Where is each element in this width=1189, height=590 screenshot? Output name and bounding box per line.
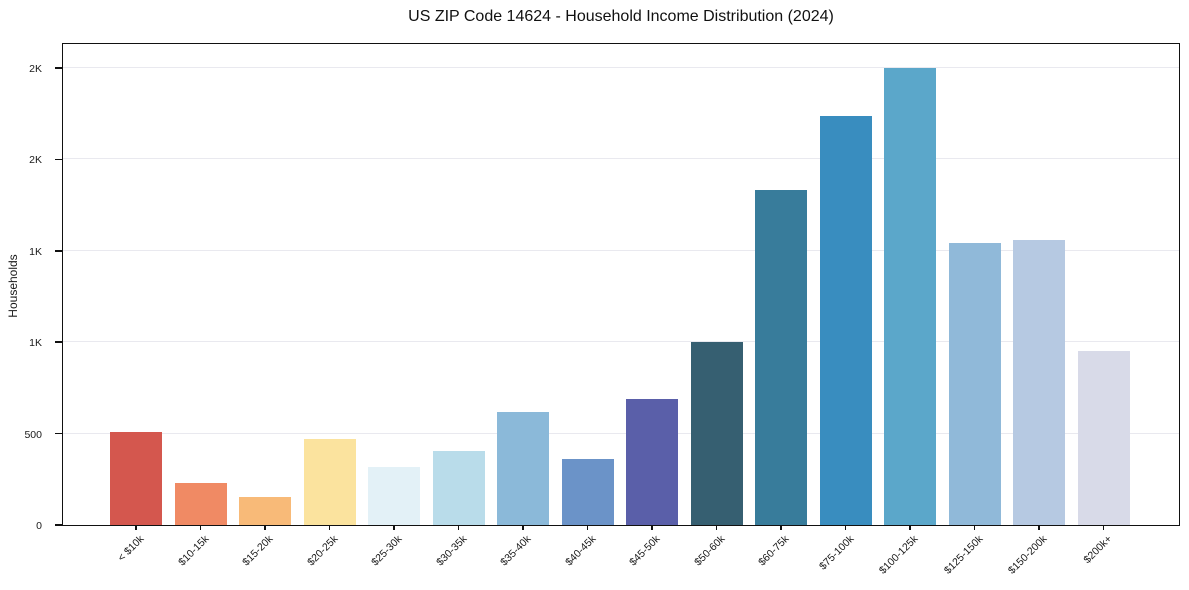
y-tick-mark xyxy=(55,524,62,526)
y-tick-label: 2K xyxy=(29,154,42,167)
y-tick-label: 500 xyxy=(24,428,42,441)
x-tick-mark xyxy=(457,525,460,530)
bar-75-100k xyxy=(819,115,872,525)
y-tick-label: 2K xyxy=(29,62,42,75)
bar-40-45k xyxy=(561,459,614,525)
bar-100-125k xyxy=(884,67,936,525)
bar-200k xyxy=(1077,351,1130,525)
x-tick-mark xyxy=(199,525,202,530)
bar-20-25k xyxy=(303,439,356,525)
x-tick-mark xyxy=(651,525,653,530)
x-tick-mark xyxy=(586,525,589,530)
bar-15-20k xyxy=(239,496,291,525)
x-tick-mark xyxy=(844,525,847,530)
bar-25-30k xyxy=(368,467,420,525)
gridline xyxy=(63,158,1179,160)
x-tick-mark xyxy=(522,525,524,530)
chart-title: US ZIP Code 14624 - Household Income Dis… xyxy=(408,8,834,25)
gridline xyxy=(63,66,1179,68)
y-tick-label: 1K xyxy=(29,245,42,258)
bar-35-40k xyxy=(497,411,549,525)
x-tick-mark xyxy=(780,525,782,530)
y-tick-mark xyxy=(55,67,62,69)
plot-area: < $10k $10-15k $15-20k $20-25k $25-30k $30-35… xyxy=(55,43,1180,577)
x-tick-mark xyxy=(715,525,718,530)
bar-125-150k xyxy=(948,243,1001,525)
gridline xyxy=(63,249,1179,251)
x-tick-mark xyxy=(328,525,331,530)
y-tick-mark xyxy=(55,432,62,435)
bar-150-200k xyxy=(1013,239,1065,525)
x-tick-mark xyxy=(264,525,266,530)
y-tick-label: 1K xyxy=(29,337,42,350)
gridline xyxy=(63,341,1179,343)
gridline xyxy=(63,432,1179,434)
y-tick-mark xyxy=(55,250,62,252)
x-tick-mark xyxy=(973,525,976,530)
y-tick-labels: 0 500 1K 1K 2K 2K xyxy=(0,43,52,532)
x-tick-label: < $10k xyxy=(115,533,147,564)
y-tick-mark xyxy=(55,158,62,161)
x-tick-mark xyxy=(909,525,911,530)
bar-45-50k xyxy=(626,398,678,525)
x-tick-mark xyxy=(1038,525,1040,530)
y-tick-label: 0 xyxy=(36,520,42,532)
x-tick-mark xyxy=(1102,525,1105,530)
y-tick-mark xyxy=(55,341,62,343)
bar-30-35k xyxy=(432,450,485,525)
x-tick-mark xyxy=(135,525,137,530)
bar-60-75k xyxy=(755,190,807,525)
bar-50-60k xyxy=(690,342,743,525)
bar-10k xyxy=(110,431,162,525)
x-tick-mark xyxy=(393,525,395,530)
bar-10-15k xyxy=(174,482,227,525)
